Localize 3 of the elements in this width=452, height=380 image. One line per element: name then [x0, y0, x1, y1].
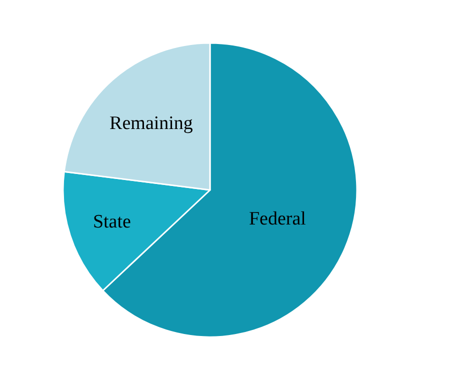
slice-label: Remaining	[110, 113, 194, 134]
slice-label: Federal	[248, 208, 306, 230]
slice-label: State	[92, 211, 131, 232]
